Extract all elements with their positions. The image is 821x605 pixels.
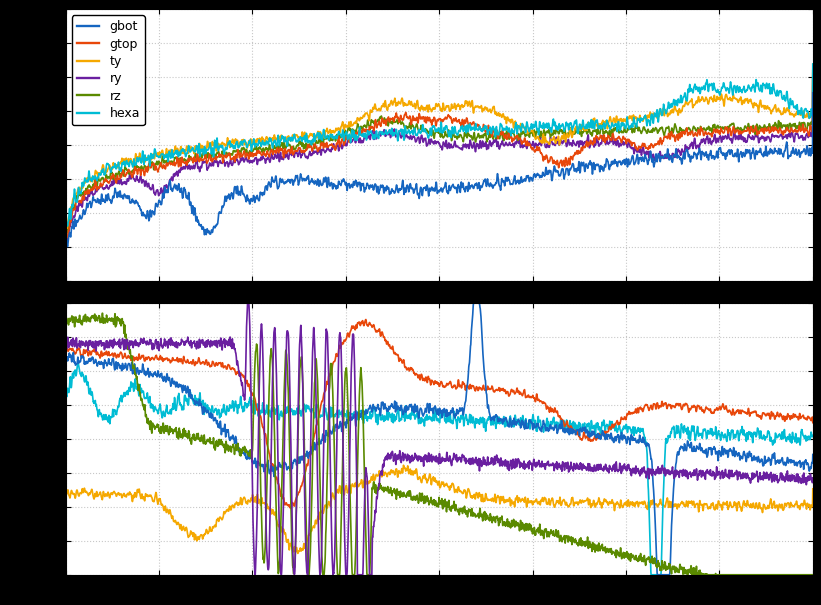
gbot	[146, 213, 156, 220]
ty	[793, 110, 803, 117]
Line: rz: rz	[66, 69, 813, 233]
ty	[713, 96, 722, 103]
ty	[380, 100, 390, 108]
rz	[146, 162, 156, 169]
gbot	[62, 243, 72, 250]
Line: ry: ry	[66, 71, 813, 240]
ry	[808, 76, 818, 83]
gtop	[146, 163, 156, 171]
gbot	[380, 185, 390, 192]
gtop	[808, 70, 818, 77]
ty	[62, 224, 72, 232]
hexa	[380, 130, 390, 137]
rz	[61, 65, 71, 73]
ry	[713, 137, 722, 144]
ty	[190, 142, 200, 149]
gtop	[380, 117, 390, 124]
ry	[146, 186, 156, 194]
ry	[190, 161, 200, 168]
rz	[190, 150, 200, 157]
ty	[146, 156, 156, 163]
gtop	[347, 133, 357, 140]
rz	[380, 115, 390, 122]
ry	[347, 137, 357, 145]
gbot	[347, 184, 357, 191]
ty	[808, 60, 818, 68]
ty	[347, 121, 357, 128]
gbot	[61, 71, 71, 78]
hexa	[808, 60, 818, 68]
Line: hexa: hexa	[66, 63, 813, 226]
gbot	[713, 154, 722, 162]
gbot	[808, 89, 818, 96]
Line: gbot: gbot	[66, 74, 813, 246]
hexa	[190, 147, 200, 154]
gtop	[713, 129, 722, 136]
rz	[793, 125, 803, 132]
gbot	[190, 213, 200, 220]
rz	[63, 229, 73, 237]
hexa	[347, 126, 357, 134]
Legend: gbot, gtop, ty, ry, rz, hexa: gbot, gtop, ty, ry, rz, hexa	[72, 15, 145, 125]
rz	[347, 126, 357, 133]
ty	[61, 62, 71, 69]
gtop	[793, 126, 803, 134]
Line: ty: ty	[66, 64, 813, 228]
rz	[808, 67, 818, 74]
hexa	[146, 151, 156, 158]
ry	[793, 133, 803, 140]
gbot	[793, 148, 803, 155]
ry	[380, 130, 390, 137]
Line: gtop: gtop	[66, 70, 813, 237]
hexa	[713, 87, 722, 94]
gtop	[190, 157, 200, 165]
gtop	[62, 234, 72, 241]
hexa	[793, 110, 803, 117]
hexa	[61, 59, 71, 67]
gtop	[61, 66, 71, 73]
hexa	[62, 223, 72, 230]
ry	[62, 237, 71, 244]
rz	[713, 122, 722, 129]
ry	[61, 68, 71, 75]
